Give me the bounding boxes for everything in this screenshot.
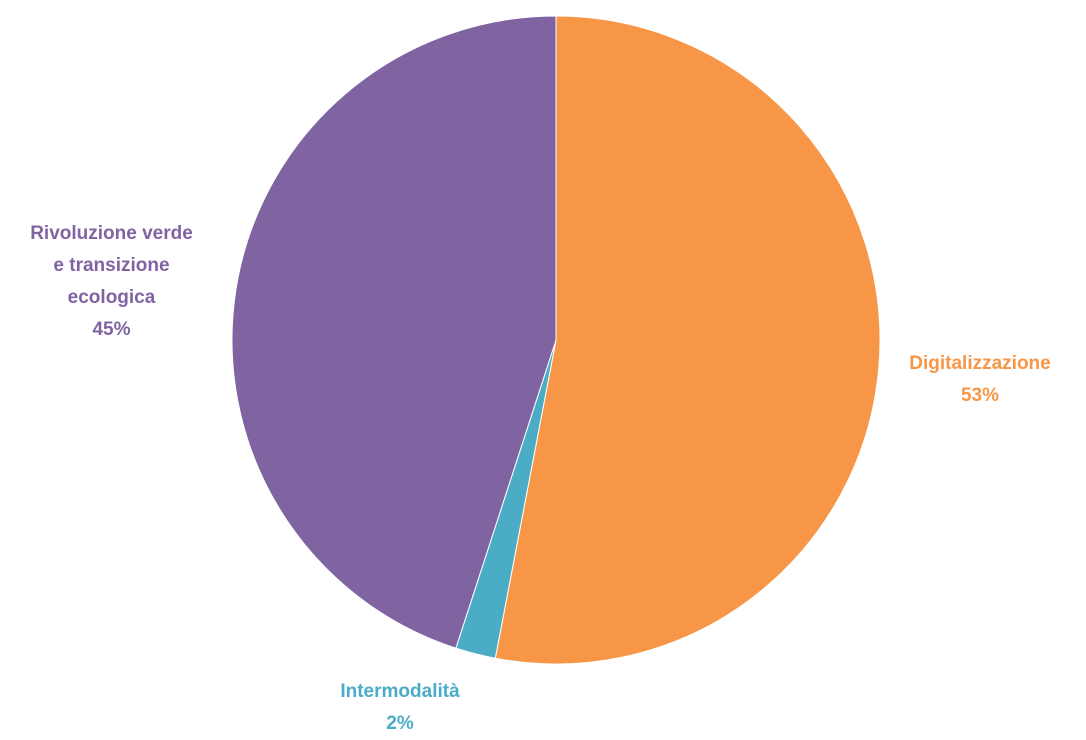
label-rivoluzione-verde-value: 45% bbox=[92, 319, 131, 340]
label-digitalizzazione-value: 53% bbox=[960, 385, 1000, 406]
label-rivoluzione-verde: Rivoluzione verde e transizione ecologic… bbox=[0, 218, 223, 346]
label-digitalizzazione-name: Digitalizzazione bbox=[909, 353, 1051, 374]
label-intermodalita: Intermodalità 2% bbox=[300, 676, 500, 740]
label-rivoluzione-verde-name: Rivoluzione verde e transizione ecologic… bbox=[30, 223, 193, 308]
label-intermodalita-value: 2% bbox=[386, 713, 414, 734]
label-intermodalita-name: Intermodalità bbox=[340, 681, 460, 702]
label-digitalizzazione: Digitalizzazione 53% bbox=[880, 348, 1080, 412]
slice-digitalizzazione bbox=[494, 15, 881, 665]
slice-rivoluzione-verde bbox=[231, 15, 557, 649]
